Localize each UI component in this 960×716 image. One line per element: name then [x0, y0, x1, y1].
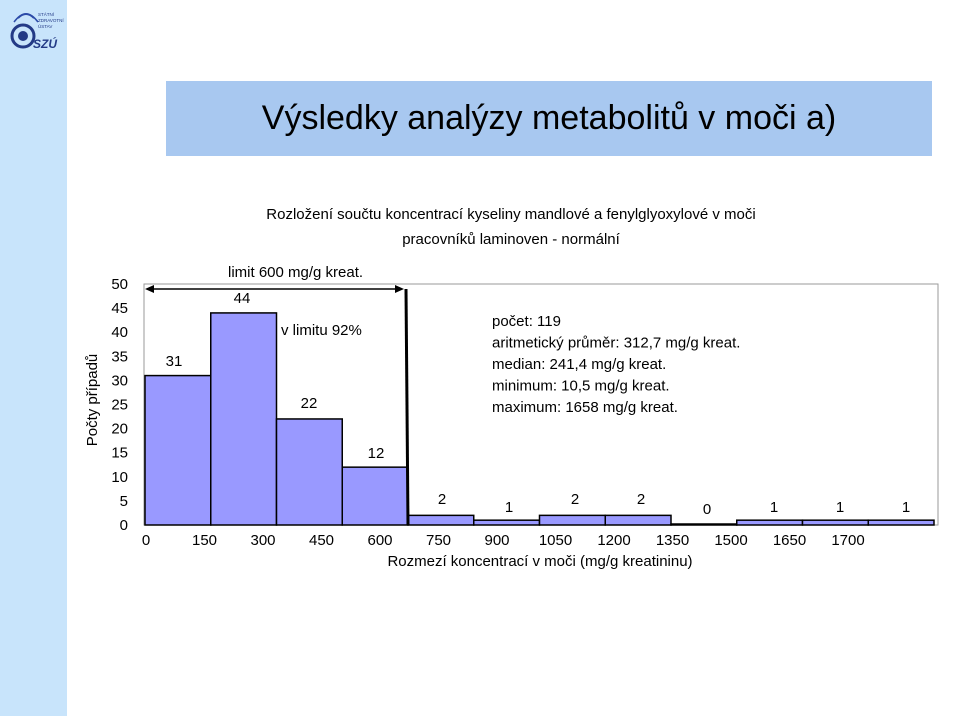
limit-line	[404, 288, 410, 526]
x-tick-label: 0	[142, 532, 150, 549]
histogram-bar	[538, 514, 606, 526]
stat-line: aritmetický průměr: 312,7 mg/g kreat.	[492, 335, 740, 352]
histogram-bar	[867, 519, 935, 526]
bar-value-label: 1	[505, 499, 513, 516]
x-tick-label: 1350	[656, 532, 689, 549]
y-tick-label: 45	[111, 300, 128, 317]
stat-line: minimum: 10,5 mg/g kreat.	[492, 378, 670, 395]
x-tick-label: 1050	[539, 532, 572, 549]
x-tick-label: 1500	[714, 532, 747, 549]
y-tick-label: 30	[111, 372, 128, 389]
histogram-bar	[210, 312, 278, 526]
histogram-bar	[801, 519, 869, 526]
bar-value-label: 44	[234, 290, 251, 307]
x-tick-label: 900	[484, 532, 509, 549]
histogram-bar	[670, 523, 738, 526]
y-tick-label: 15	[111, 445, 128, 462]
side-decor-strip	[0, 0, 67, 716]
bar-value-label: 1	[770, 499, 778, 516]
stat-line: maximum: 1658 mg/g kreat.	[492, 399, 678, 416]
y-tick-label: 40	[111, 324, 128, 341]
szu-logo: STÁTNÍ ZDRAVOTNÍ ÚSTAV SZÚ	[8, 6, 64, 58]
histogram-bar	[144, 374, 212, 526]
chart-title-line-1: Rozložení součtu koncentrací kyseliny ma…	[266, 206, 755, 223]
y-tick-label: 5	[120, 493, 128, 510]
svg-text:ZDRAVOTNÍ: ZDRAVOTNÍ	[38, 17, 64, 23]
y-tick-label: 25	[111, 397, 128, 414]
szu-logo-graphic: STÁTNÍ ZDRAVOTNÍ ÚSTAV SZÚ	[10, 11, 64, 51]
x-tick-label: 1650	[773, 532, 806, 549]
bar-value-label: 31	[166, 353, 183, 370]
bar-value-label: 12	[368, 445, 385, 462]
limit-label: limit 600 mg/g kreat.	[228, 264, 363, 281]
histogram-bar	[341, 466, 409, 526]
y-tick-label: 10	[111, 469, 128, 486]
histogram-bar	[736, 519, 804, 526]
y-tick-label: 20	[111, 421, 128, 438]
svg-text:STÁTNÍ: STÁTNÍ	[38, 11, 55, 17]
y-tick-label: 35	[111, 348, 128, 365]
bar-value-label: 1	[836, 499, 844, 516]
y-axis-label: Počty případů	[84, 354, 101, 447]
slide-title: Výsledky analýzy metabolitů v moči a)	[261, 99, 837, 137]
y-tick-label: 0	[120, 517, 128, 534]
histogram-bar	[407, 514, 475, 526]
y-tick-label: 50	[111, 276, 128, 293]
title-banner	[166, 81, 932, 156]
stat-line: počet: 119	[492, 313, 561, 330]
x-tick-label: 1700	[831, 532, 864, 549]
stat-line: median: 241,4 mg/g kreat.	[492, 356, 666, 373]
x-tick-label: 300	[250, 532, 275, 549]
chart-title-line-2: pracovníků laminoven - normální	[402, 231, 620, 248]
histogram-bar	[473, 519, 541, 526]
x-tick-label: 600	[367, 532, 392, 549]
bar-value-label: 2	[571, 491, 579, 508]
x-tick-label: 150	[192, 532, 217, 549]
histogram-bar	[275, 418, 343, 526]
bar-value-label: 22	[301, 395, 318, 412]
bar-value-label: 2	[637, 491, 645, 508]
bar-value-label: 1	[902, 499, 910, 516]
bar-value-label: 0	[703, 501, 711, 518]
arrow-right-icon	[395, 285, 404, 293]
within-limit-label: v limitu 92%	[281, 322, 362, 339]
svg-text:SZÚ: SZÚ	[33, 36, 57, 51]
x-tick-label: 450	[309, 532, 334, 549]
histogram-bar	[604, 514, 672, 526]
svg-text:ÚSTAV: ÚSTAV	[38, 23, 52, 29]
x-tick-label: 1200	[597, 532, 630, 549]
x-tick-label: 750	[426, 532, 451, 549]
bar-value-label: 2	[438, 491, 446, 508]
arrow-left-icon	[145, 285, 154, 293]
x-axis-label: Rozmezí koncentrací v moči (mg/g kreatin…	[387, 553, 692, 570]
